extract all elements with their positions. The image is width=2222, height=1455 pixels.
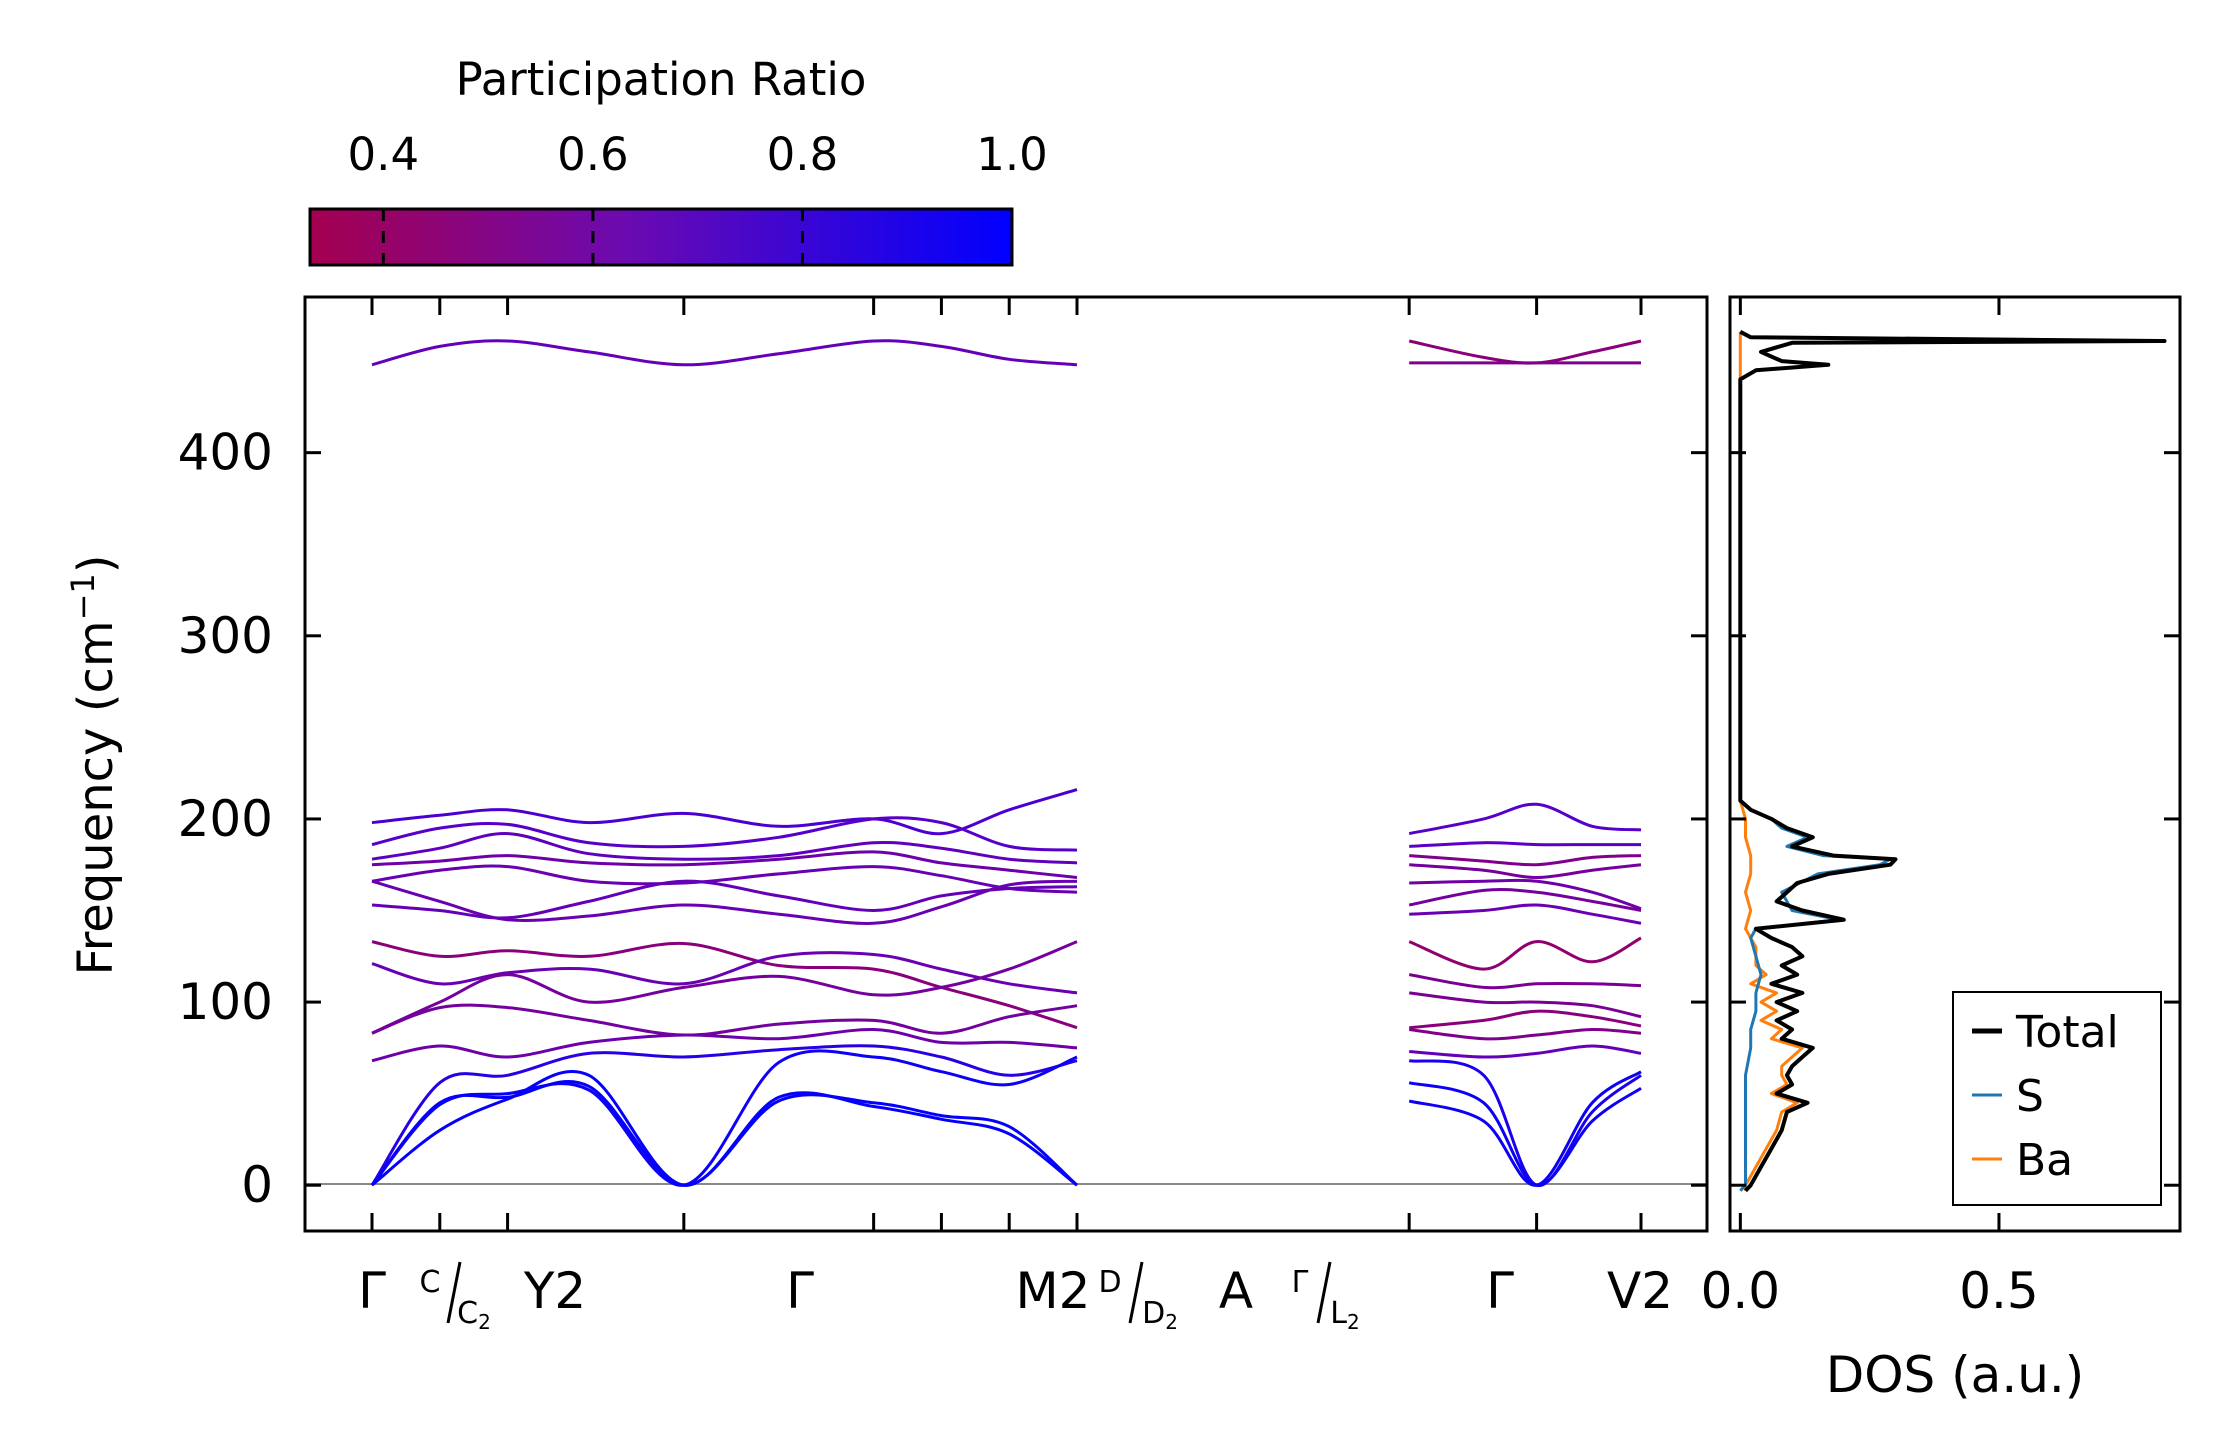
colorbar-tick-label-2: 0.8 xyxy=(767,128,839,181)
xtick-y2: Y2 xyxy=(523,1262,586,1320)
xtick-gamma-1: Γ xyxy=(358,1262,386,1320)
legend-frame xyxy=(1952,991,2162,1206)
xtick-gamma-2: Γ xyxy=(786,1262,814,1320)
bands-left xyxy=(370,339,1078,1187)
x-ticks xyxy=(370,297,1643,1231)
y-axis-label: Frequency (cm−1) xyxy=(64,554,124,975)
dos-series-total xyxy=(1738,330,2167,1193)
dos-ticks: 0.0 0.5 xyxy=(1701,297,2180,1320)
left-band-11 xyxy=(371,1003,1078,1037)
xtick-d-bottom: D2 xyxy=(1142,1296,1178,1334)
left-band-12 xyxy=(371,1027,1078,1063)
left-band-10 xyxy=(371,940,1078,1035)
colorbar-title: Participation Ratio xyxy=(456,53,867,106)
left-band-9 xyxy=(371,951,1078,995)
y-ticks: 0 100 200 300 400 xyxy=(178,424,1707,1214)
xtick-v2: V2 xyxy=(1607,1262,1673,1320)
legend-label-ba: Ba xyxy=(2016,1135,2073,1186)
colorbar-tick-label-0: 0.4 xyxy=(348,128,420,181)
xtick-m2: M2 xyxy=(1016,1262,1091,1320)
x-tick-labels: Γ C C2 Y2 Γ M2 D D2 A Γ L2 Γ V2 xyxy=(358,1261,1673,1334)
colorbar-tick-label-3: 1.0 xyxy=(976,128,1048,181)
y-tick-label-0: 0 xyxy=(241,1156,273,1214)
dos-x-label: DOS (a.u.) xyxy=(1826,1346,2085,1404)
right-band-4 xyxy=(1409,854,1642,867)
right-band-6 xyxy=(1409,878,1642,911)
colorbar: Participation Ratio 0.4 0.6 0.8 1.0 xyxy=(308,53,1048,267)
left-band-0 xyxy=(371,339,1078,367)
left-band-13 xyxy=(370,1044,1078,1187)
left-band-7 xyxy=(371,879,1078,925)
y-tick-label-300: 300 xyxy=(178,607,273,665)
right-band-17 xyxy=(1408,1070,1642,1187)
right-band-9 xyxy=(1408,936,1642,971)
right-band-8 xyxy=(1409,903,1642,925)
right-band-14 xyxy=(1409,1044,1642,1059)
dos-lines xyxy=(1738,330,2167,1193)
xtick-gamma-3: Γ xyxy=(1486,1262,1514,1320)
xtick-gamma-l-slash xyxy=(1316,1261,1332,1324)
dos-plot: 0.0 0.5 DOS (a.u.) Total S Ba xyxy=(1701,295,2182,1404)
xtick-gamma-top: Γ xyxy=(1292,1265,1309,1300)
colorbar-gradient xyxy=(308,207,1014,267)
left-band-3 xyxy=(371,832,1078,865)
left-band-6 xyxy=(371,879,1078,920)
xtick-d-top: D xyxy=(1098,1265,1121,1300)
y-tick-label-200: 200 xyxy=(178,790,273,848)
y-tick-label-400: 400 xyxy=(178,424,273,482)
dos-series-ba xyxy=(1738,331,1804,1191)
y-tick-label-100: 100 xyxy=(178,973,273,1031)
xtick-c-slash xyxy=(446,1261,462,1324)
xtick-c-bottom: C2 xyxy=(457,1296,491,1334)
right-band-10 xyxy=(1408,973,1642,990)
right-band-15 xyxy=(1408,1059,1642,1187)
bands-right xyxy=(1408,339,1642,1187)
right-band-3 xyxy=(1409,841,1641,848)
xtick-d-slash xyxy=(1128,1261,1144,1324)
left-band-14 xyxy=(370,1049,1078,1187)
left-band-4 xyxy=(371,850,1078,879)
dos-legend: Total S Ba xyxy=(1952,991,2162,1206)
right-band-7 xyxy=(1408,888,1642,912)
left-band-1 xyxy=(371,788,1078,836)
right-band-5 xyxy=(1409,863,1642,880)
dos-x-tick-label-1: 0.5 xyxy=(1959,1262,2039,1320)
xtick-c-top: C xyxy=(420,1265,441,1300)
right-band-11 xyxy=(1409,991,1642,1019)
right-band-0 xyxy=(1408,339,1642,365)
legend-label-s: S xyxy=(2016,1071,2044,1122)
left-band-16 xyxy=(371,1069,1078,1187)
right-band-13 xyxy=(1409,1027,1642,1041)
colorbar-tick-label-1: 0.6 xyxy=(557,128,629,181)
right-band-12 xyxy=(1409,1009,1642,1030)
legend-label-total: Total xyxy=(2015,1007,2119,1058)
dos-x-tick-label-0: 0.0 xyxy=(1701,1262,1781,1320)
xtick-a: A xyxy=(1219,1262,1253,1320)
left-band-15 xyxy=(370,1080,1078,1187)
dos-axes-frame xyxy=(1728,295,2182,1233)
left-band-2 xyxy=(371,816,1078,852)
band-axes-frame xyxy=(303,295,1709,1233)
xtick-l-bottom: L2 xyxy=(1330,1296,1359,1334)
colorbar-ticks: 0.4 0.6 0.8 1.0 xyxy=(348,128,1048,265)
right-band-2 xyxy=(1408,802,1642,836)
band-structure-plot: 0 100 200 300 400 Frequency (cm−1) Γ C C2 Y2… xyxy=(64,295,1709,1334)
left-band-5 xyxy=(371,864,1078,894)
left-band-8 xyxy=(371,940,1078,1030)
